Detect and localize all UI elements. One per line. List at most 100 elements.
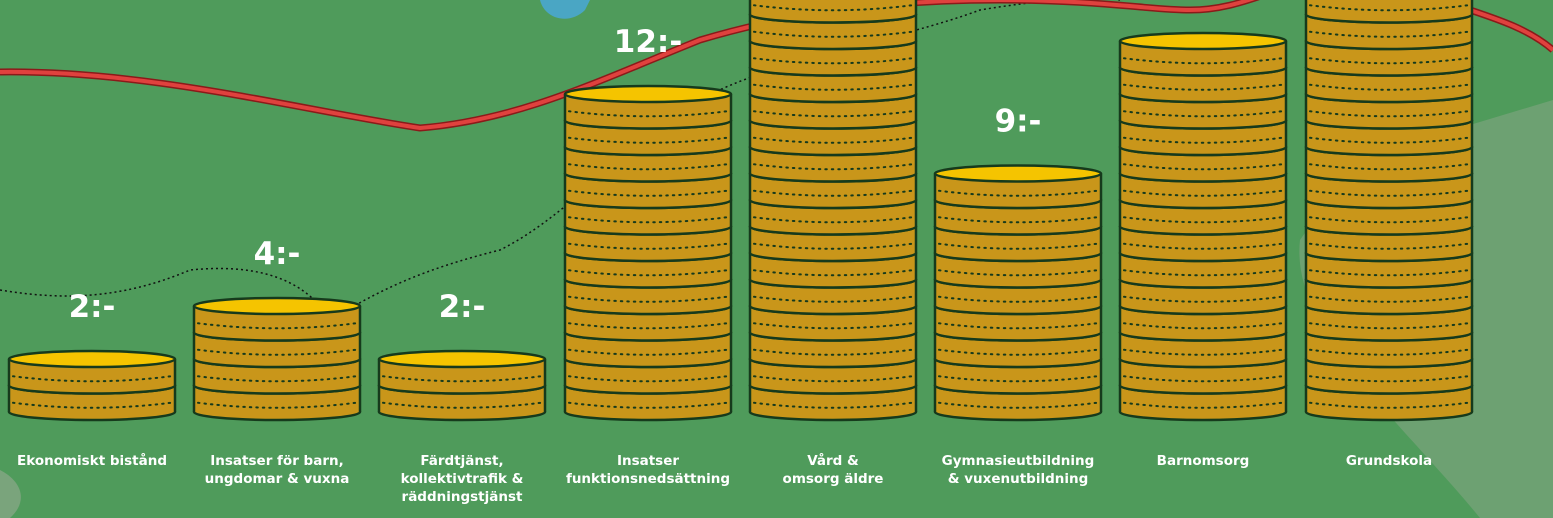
coin-dots <box>568 136 728 144</box>
coin-dots <box>1309 163 1469 171</box>
coin-dots <box>753 322 913 330</box>
value-label: 2:- <box>69 289 116 325</box>
value-label: 2:- <box>439 289 486 325</box>
coin-dots <box>197 348 357 356</box>
coin-dots <box>1309 269 1469 277</box>
coin-dots <box>1123 375 1283 383</box>
coin-dots <box>1123 83 1283 91</box>
coin-dots <box>197 322 357 330</box>
coin-stack <box>748 0 918 422</box>
coin-dots <box>753 163 913 171</box>
coin-dots <box>753 216 913 224</box>
coin-stack <box>563 84 733 422</box>
coin-dots <box>1309 375 1469 383</box>
coin-dots <box>938 322 1098 330</box>
coin-dots <box>197 375 357 383</box>
coin-dots <box>568 269 728 277</box>
coin-dots <box>1123 348 1283 356</box>
value-label: 14:- <box>1169 0 1237 7</box>
coin-top <box>1118 31 1288 51</box>
coin-dots <box>1123 216 1283 224</box>
category-label: Barnomsorg <box>1156 453 1250 469</box>
coin-dots <box>1309 216 1469 224</box>
coin-dots <box>753 136 913 144</box>
coin-top <box>933 164 1103 183</box>
coin-dots <box>1309 83 1469 91</box>
coin-dots <box>568 110 728 118</box>
coin-dots <box>382 375 542 383</box>
coin-top <box>377 349 547 369</box>
coin-dots <box>938 269 1098 277</box>
coin-side <box>750 0 916 15</box>
coin <box>563 84 733 130</box>
coin-dots <box>568 401 728 409</box>
coin-dots <box>753 189 913 197</box>
coin-stack <box>933 164 1103 422</box>
coin-dots <box>938 348 1098 356</box>
coin-dots <box>12 375 172 383</box>
coin-dots <box>1309 189 1469 197</box>
coin <box>7 349 177 395</box>
coin-dots <box>938 295 1098 303</box>
coin <box>377 349 547 395</box>
coin-stack <box>192 296 362 422</box>
coin-dots <box>938 189 1098 197</box>
coin-dots <box>1123 269 1283 277</box>
coin-dots <box>753 110 913 118</box>
coin-dots <box>753 242 913 250</box>
coin-dots <box>197 401 357 409</box>
coin-dots <box>568 242 728 250</box>
coin-dots <box>753 375 913 383</box>
coin-stack <box>1304 0 1474 422</box>
coin-dots <box>1309 322 1469 330</box>
coin-dots <box>753 83 913 91</box>
coin-dots <box>938 216 1098 224</box>
coin-dots <box>1309 348 1469 356</box>
coin-dots <box>1123 242 1283 250</box>
coin-dots <box>1309 57 1469 65</box>
coin-top <box>563 84 733 104</box>
coin-dots <box>568 375 728 383</box>
coin-dots <box>568 216 728 224</box>
coin-dots <box>1123 110 1283 118</box>
coin-dots <box>1309 401 1469 409</box>
coin-dots <box>1123 136 1283 144</box>
coin-dots <box>1123 295 1283 303</box>
coin-dots <box>1123 322 1283 330</box>
coin-dots <box>753 401 913 409</box>
coin-dots <box>1123 401 1283 409</box>
coin-stack <box>1118 31 1288 422</box>
value-label: 9:- <box>995 104 1042 140</box>
coin <box>933 164 1103 210</box>
category-label: Ekonomiskt bistånd <box>16 453 168 469</box>
coin-dots <box>753 348 913 356</box>
coin-dots <box>1123 163 1283 171</box>
coin-dots <box>753 269 913 277</box>
coin-dots <box>1309 110 1469 118</box>
coin-dots <box>753 57 913 65</box>
coin-dots <box>568 322 728 330</box>
coin <box>192 296 362 342</box>
coin-dots <box>1309 242 1469 250</box>
coin-stack <box>7 349 177 422</box>
coin-dots <box>938 401 1098 409</box>
coin-dots <box>1309 30 1469 38</box>
coin-stack <box>377 349 547 422</box>
coin <box>1118 31 1288 77</box>
coin-dots <box>568 348 728 356</box>
coin-dots <box>938 375 1098 383</box>
coin <box>748 0 918 24</box>
coin-dots <box>938 242 1098 250</box>
category-label: Vård & omsorg äldre <box>782 453 884 487</box>
category-label: Insatser funktionsnedsättning <box>565 453 731 487</box>
category-label: Färdtjänst, kollektivtrafik & räddningst… <box>400 453 524 505</box>
coin-dots <box>753 4 913 12</box>
coin-dots <box>1309 136 1469 144</box>
coin-side <box>1306 0 1472 15</box>
coin-dots <box>753 30 913 38</box>
category-label: Grundskola <box>1345 453 1433 469</box>
coin-dots <box>12 401 172 409</box>
coin-dots <box>568 189 728 197</box>
